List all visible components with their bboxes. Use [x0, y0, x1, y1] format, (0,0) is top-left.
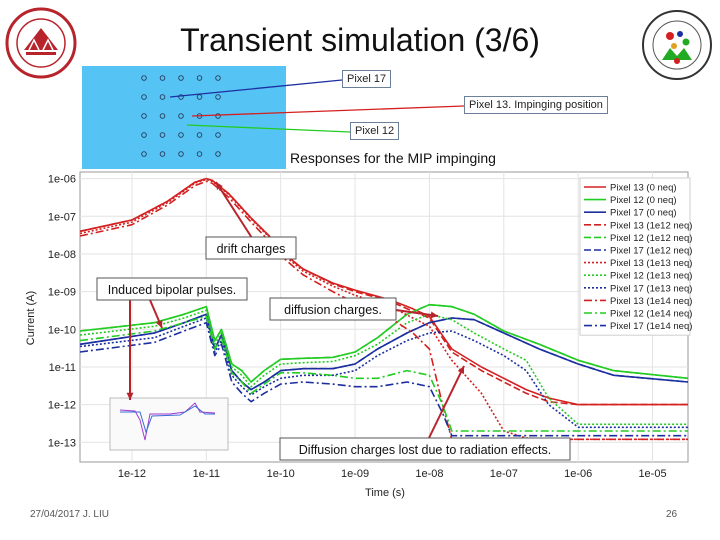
inset-line [120, 405, 215, 434]
pixel-dot [178, 75, 184, 81]
arrow-drift-head [216, 182, 223, 190]
series-group [79, 177, 689, 441]
y-tick-label: 1e-07 [48, 211, 76, 223]
university-seal-icon [5, 7, 77, 79]
callout-lines [169, 79, 465, 133]
series-line-7 [79, 309, 688, 426]
callout-pixel-12: Pixel 12 [350, 122, 400, 140]
series-line-10 [79, 315, 688, 432]
x-tick-label: 1e-12 [118, 468, 146, 480]
x-tick-label: 1e-08 [415, 468, 443, 480]
pixel-dot [141, 75, 147, 81]
x-tick-label: 1e-05 [638, 468, 666, 480]
pixel-dot [159, 75, 166, 81]
pixel-dot [196, 151, 203, 157]
annotation-lost-box [279, 437, 571, 461]
callout-pixel-13: Pixel 13. Impinging position [464, 96, 608, 114]
pixel-dot [196, 132, 203, 138]
x-tick-label: 1e-11 [193, 468, 220, 480]
pixel-dot [178, 113, 184, 119]
pixel-map-image [82, 66, 286, 169]
annotation-lost-label: Diffusion charges lost due to radiation … [299, 443, 551, 457]
callout-line-13 [191, 105, 465, 117]
arrow-lost [427, 365, 465, 441]
series-line-4 [79, 303, 689, 383]
page-number: 26 [666, 509, 678, 520]
pixel-dot [141, 94, 147, 100]
pixel-grid [141, 75, 221, 157]
legend: Pixel 13 (0 neq)Pixel 12 (0 neq) Pixel 17… [579, 177, 692, 336]
pixel-dot [196, 75, 203, 81]
annotation-bipolar-box [96, 277, 248, 301]
annotation-drift-box [205, 236, 297, 260]
pixel-dot [178, 132, 184, 138]
y-tick-label: 1e-12 [48, 400, 76, 412]
legend-entry: Pixel 12 (1e13 neq) [610, 271, 692, 282]
series-line-8 [79, 317, 688, 429]
legend-entry: Pixel 17 (1e12 neq) [610, 246, 692, 257]
pixel-dot [141, 113, 147, 119]
legend-entry: Pixel 13 (1e12 neq) [610, 220, 692, 231]
arrow-bipolar-2-head [155, 320, 163, 328]
slide-title: Transient simulation (3/6) [180, 22, 540, 58]
pixel-dot [159, 151, 166, 157]
callout-line-12 [186, 124, 351, 133]
legend-entry: Pixel 13 (0 neq) [610, 183, 677, 194]
arrow-drift [215, 181, 253, 239]
legend-entry: Pixel 17 (1e14 neq) [610, 321, 692, 332]
legend-entry: Pixel 12 (1e14 neq) [610, 309, 692, 320]
pixel-dot [215, 132, 221, 138]
x-axis-label: Time (s) [365, 487, 405, 499]
annotation-bipolar-label: Induced bipolar pulses. [108, 283, 237, 297]
x-tick-label: 1e-06 [564, 468, 592, 480]
legend-entry: Pixel 13 (1e14 neq) [610, 296, 692, 307]
pixel-dot [159, 132, 166, 138]
annotation-diffusion-box [269, 297, 397, 321]
pixel-dot [141, 151, 147, 157]
y-tick-label: 1e-09 [48, 287, 76, 299]
annotation-diffusion-label: diffusion charges. [284, 303, 382, 317]
y-tick-label: 1e-11 [49, 362, 76, 374]
y-tick-label: 1e-10 [48, 324, 76, 336]
axis-ticks: 1e-12 1e-11 1e-10 1e-09 1e-08 1e-07 1e-06 1e-05… [48, 174, 667, 480]
legend-entry: Pixel 17 (1e13 neq) [610, 283, 692, 294]
pixel-dot [178, 94, 184, 100]
legend-entry: Pixel 12 (1e12 neq) [610, 233, 692, 244]
lab-seal-icon [642, 10, 712, 80]
inset-plot [109, 397, 229, 451]
callout-line-17 [169, 79, 343, 98]
pixel-dot [215, 94, 221, 100]
x-tick-label: 1e-10 [267, 468, 295, 480]
y-tick-label: 1e-06 [48, 174, 76, 186]
arrow-lost-head [457, 366, 464, 374]
footer-date-author: 27/04/2017 J. LIU [30, 509, 109, 520]
legend-entry: Pixel 17 (0 neq) [610, 208, 677, 219]
series-line-3 [79, 177, 688, 406]
pixel-dot [159, 94, 166, 100]
x-tick-label: 1e-09 [341, 468, 369, 480]
x-tick-label: 1e-07 [490, 468, 518, 480]
chart-subtitle: Responses for the MIP impinging [290, 150, 496, 166]
legend-entry: Pixel 13 (1e13 neq) [610, 258, 692, 269]
arrow-bipolar-1-head [126, 392, 134, 400]
y-tick-label: 1e-13 [48, 437, 76, 449]
pixel-dot [215, 151, 221, 157]
pixel-dot [159, 113, 166, 119]
inset-frame [109, 397, 229, 451]
pixel-dot [215, 75, 221, 81]
legend-entry: Pixel 12 (0 neq) [610, 195, 677, 206]
pixel-dot [215, 113, 221, 119]
y-axis-label: Current (A) [25, 291, 37, 345]
pixel-dot [141, 132, 147, 138]
callout-pixel-17: Pixel 17 [342, 70, 392, 88]
annotation-drift-label: drift charges [217, 242, 286, 256]
arrow-diffusion-head [430, 311, 438, 319]
pixel-dot [178, 151, 184, 157]
annotations: drift charges Induced bipolar pulses. diff… [96, 181, 571, 461]
legend-box [579, 177, 691, 336]
y-tick-label: 1e-08 [48, 249, 76, 261]
series-line-6 [79, 178, 688, 441]
